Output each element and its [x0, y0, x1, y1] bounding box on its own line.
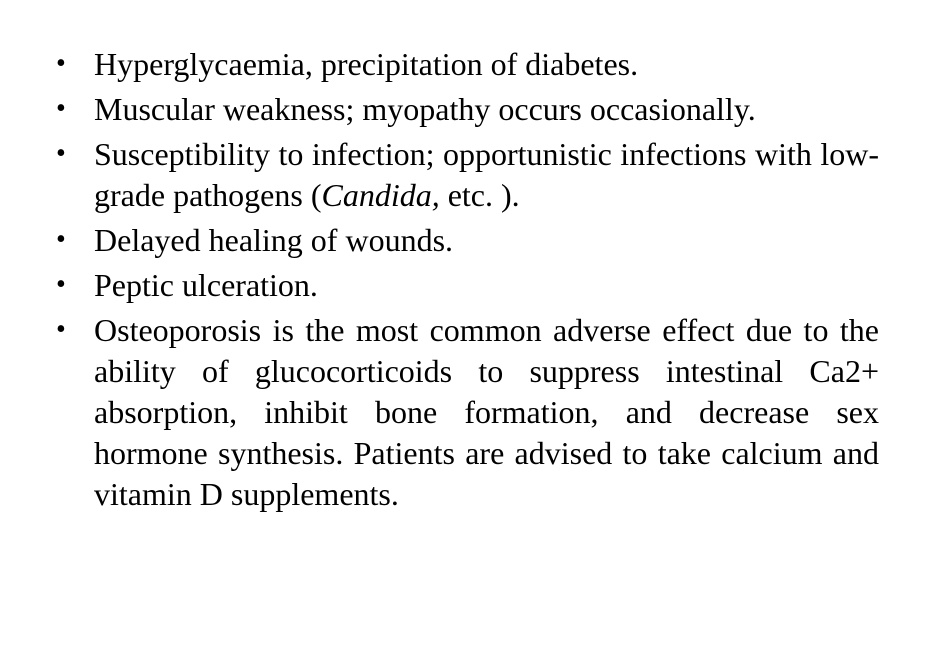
list-item: Peptic ulceration.: [48, 265, 879, 306]
list-item-text: Hyperglycaemia, precipitation of diabete…: [94, 46, 638, 82]
list-item: Muscular weakness; myopathy occurs occas…: [48, 89, 879, 130]
list-item-text-post: etc. ).: [440, 177, 520, 213]
bullet-list: Hyperglycaemia, precipitation of diabete…: [48, 44, 879, 514]
list-item-text: Peptic ulceration.: [94, 267, 318, 303]
list-item: Hyperglycaemia, precipitation of diabete…: [48, 44, 879, 85]
list-item-text-italic: Candida,: [321, 177, 439, 213]
document-page: Hyperglycaemia, precipitation of diabete…: [0, 0, 927, 558]
list-item: Osteoporosis is the most common adverse …: [48, 310, 879, 515]
list-item: Delayed healing of wounds.: [48, 220, 879, 261]
list-item-text: Muscular weakness; myopathy occurs occas…: [94, 91, 756, 127]
list-item: Susceptibility to infection; opportunist…: [48, 134, 879, 216]
list-item-text: Delayed healing of wounds.: [94, 222, 453, 258]
list-item-text: Osteoporosis is the most common adverse …: [94, 312, 879, 512]
